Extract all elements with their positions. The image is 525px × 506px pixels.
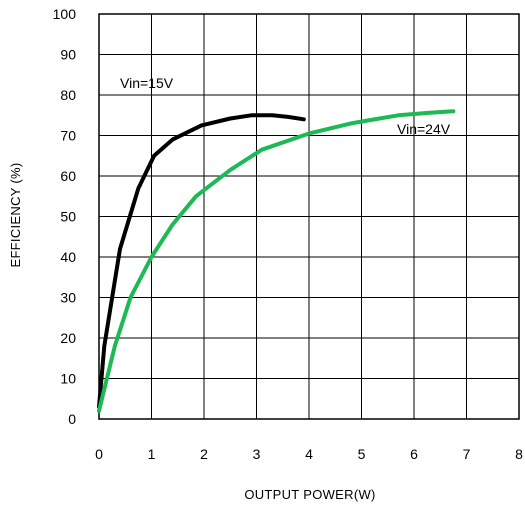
series-label-1: Vin=24V	[397, 121, 451, 137]
y-tick-label: 40	[60, 249, 76, 265]
x-tick-label: 3	[253, 446, 261, 462]
x-tick-label: 0	[95, 446, 103, 462]
y-tick-label: 90	[60, 47, 76, 63]
x-tick-labels: 0 1 2 3 4 5 6 7 8	[95, 446, 523, 462]
y-tick-label: 70	[60, 128, 76, 144]
series-lines	[97, 109, 456, 413]
x-tick-label: 4	[305, 446, 313, 462]
y-tick-labels: 0 10 20 30 40 50 60 70 80 90 100	[53, 6, 77, 427]
y-tick-label: 20	[60, 330, 76, 346]
axes	[98, 13, 520, 420]
series-label-0: Vin=15V	[120, 75, 174, 91]
y-tick-label: 100	[53, 6, 77, 22]
y-tick-label: 10	[60, 371, 76, 387]
x-tick-label: 1	[148, 446, 156, 462]
x-tick-label: 6	[410, 446, 418, 462]
y-axis-label: EFFICIENCY (%)	[8, 162, 23, 267]
y-tick-label: 60	[60, 168, 76, 184]
x-tick-label: 2	[200, 446, 208, 462]
y-tick-label: 80	[60, 87, 76, 103]
x-tick-label: 8	[515, 446, 523, 462]
y-tick-label: 30	[60, 290, 76, 306]
x-axis-label: OUTPUT POWER(W)	[244, 487, 375, 502]
plot-frame	[98, 13, 520, 420]
series-line-1	[97, 109, 456, 413]
annotations: Vin=15V Vin=24V	[120, 75, 451, 137]
x-tick-label: 7	[463, 446, 471, 462]
y-tick-label: 50	[60, 209, 76, 225]
x-tick-label: 5	[358, 446, 366, 462]
series-line-0	[97, 113, 306, 409]
y-tick-label: 0	[68, 411, 76, 427]
